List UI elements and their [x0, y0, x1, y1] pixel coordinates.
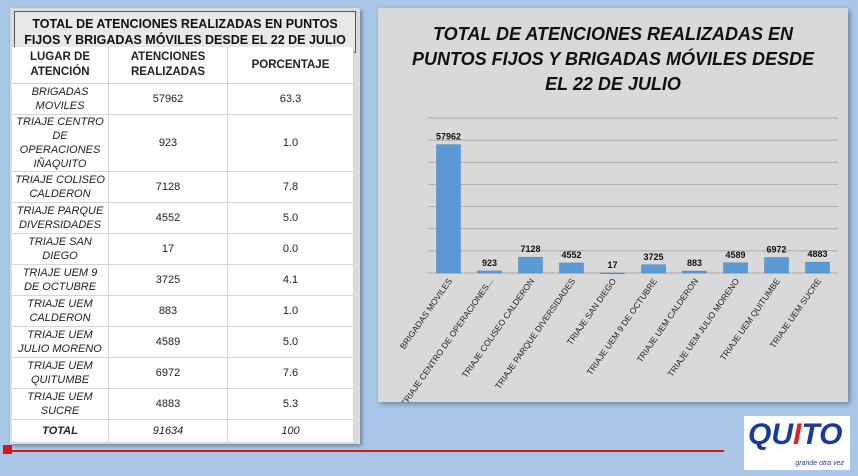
- table-row: TRIAJE COLISEO CALDERON 7128 7.8: [12, 171, 354, 203]
- data-label: 57962: [436, 132, 461, 142]
- total-pct: 100: [227, 419, 354, 443]
- header-pct: PORCENTAJE: [227, 47, 354, 84]
- footer-marker: [3, 445, 12, 454]
- data-label: 17: [607, 260, 617, 270]
- row-value: 17: [108, 233, 228, 265]
- chart-panel: TOTAL DE ATENCIONES REALIZADAS EN PUNTOS…: [378, 8, 848, 402]
- row-pct: 1.0: [227, 114, 354, 172]
- row-value: 7128: [108, 171, 228, 203]
- row-value: 6972: [108, 357, 228, 389]
- row-value: 923: [108, 114, 228, 172]
- table-row: TRIAJE UEM QUITUMBE 6972 7.6: [12, 357, 354, 389]
- table-row: TRIAJE UEM SUCRE 4883 5.3: [12, 388, 354, 420]
- category-label: TRIAJE PARQUE DIVERSIDADES: [493, 276, 577, 391]
- row-pct: 5.0: [227, 202, 354, 234]
- row-place: BRIGADAS MOVILES: [12, 83, 109, 115]
- bar: [477, 270, 502, 274]
- bar: [436, 144, 461, 274]
- table-row: TRIAJE UEM CALDERON 883 1.0: [12, 295, 354, 327]
- row-place: TRIAJE PARQUE DIVERSIDADES: [12, 202, 109, 234]
- data-table: LUGAR DE ATENCIÓN ATENCIONES REALIZADAS …: [12, 47, 354, 443]
- table-row: TRIAJE PARQUE DIVERSIDADES 4552 5.0: [12, 202, 354, 234]
- table-title: TOTAL DE ATENCIONES REALIZADAS EN PUNTOS…: [14, 11, 356, 53]
- footer-divider: [8, 450, 724, 452]
- data-label: 923: [482, 258, 497, 268]
- table-row: TRIAJE UEM 9 DE OCTUBRE 3725 4.1: [12, 264, 354, 296]
- row-pct: 5.3: [227, 388, 354, 420]
- category-label: TRIAJE UEM 9 DE OCTUBRE: [585, 276, 660, 377]
- bar: [600, 272, 625, 275]
- data-label: 7128: [520, 244, 540, 254]
- category-label: TRIAJE COLISEO CALDERON: [460, 276, 536, 379]
- row-place: TRIAJE SAN DIEGO: [12, 233, 109, 265]
- table-row: TRIAJE CENTRO DE OPERACIONES IÑAQUITO 923…: [12, 114, 354, 172]
- logo-wordmark: QUITO: [748, 418, 843, 451]
- row-pct: 4.1: [227, 264, 354, 296]
- bar: [641, 264, 666, 274]
- row-value: 4552: [108, 202, 228, 234]
- table-total-row: TOTAL 91634 100: [12, 419, 354, 443]
- row-place: TRIAJE COLISEO CALDERON: [12, 171, 109, 203]
- table-header-row: LUGAR DE ATENCIÓN ATENCIONES REALIZADAS …: [12, 47, 354, 84]
- row-value: 4883: [108, 388, 228, 420]
- row-pct: 0.0: [227, 233, 354, 265]
- bar: [682, 270, 707, 274]
- row-pct: 63.3: [227, 83, 354, 115]
- data-label: 3725: [643, 252, 663, 262]
- bar: [764, 257, 789, 274]
- bar: [559, 262, 584, 274]
- row-value: 883: [108, 295, 228, 327]
- category-label: TRIAJE UEM JULIO MORENO: [665, 276, 741, 378]
- data-label: 883: [687, 258, 702, 268]
- total-value: 91634: [108, 419, 228, 443]
- row-place: TRIAJE UEM 9 DE OCTUBRE: [12, 264, 109, 296]
- row-place: TRIAJE UEM JULIO MORENO: [12, 326, 109, 358]
- bar: [805, 261, 830, 274]
- row-place: TRIAJE UEM CALDERON: [12, 295, 109, 327]
- total-label: TOTAL: [12, 419, 109, 443]
- bar: [723, 262, 748, 274]
- row-pct: 7.8: [227, 171, 354, 203]
- row-place: TRIAJE UEM QUITUMBE: [12, 357, 109, 389]
- chart-title: TOTAL DE ATENCIONES REALIZADAS EN PUNTOS…: [411, 24, 815, 94]
- data-label: 6972: [766, 245, 786, 255]
- table-row: TRIAJE SAN DIEGO 17 0.0: [12, 233, 354, 265]
- row-value: 4589: [108, 326, 228, 358]
- data-label: 4883: [807, 249, 827, 259]
- row-place: TRIAJE CENTRO DE OPERACIONES IÑAQUITO: [12, 114, 109, 172]
- logo-tagline: grande otra vez: [795, 460, 844, 467]
- row-value: 3725: [108, 264, 228, 296]
- header-value: ATENCIONES REALIZADAS: [108, 47, 228, 84]
- row-pct: 5.0: [227, 326, 354, 358]
- row-place: TRIAJE UEM SUCRE: [12, 388, 109, 420]
- data-label: 4552: [561, 250, 581, 260]
- data-label: 4589: [725, 250, 745, 260]
- header-place: LUGAR DE ATENCIÓN: [12, 47, 109, 84]
- table-row: TRIAJE UEM JULIO MORENO 4589 5.0: [12, 326, 354, 358]
- bar: [518, 256, 543, 274]
- table-row: BRIGADAS MOVILES 57962 63.3: [12, 83, 354, 115]
- row-value: 57962: [108, 83, 228, 115]
- row-pct: 1.0: [227, 295, 354, 327]
- quito-logo: QUITO grande otra vez: [744, 416, 850, 470]
- row-pct: 7.6: [227, 357, 354, 389]
